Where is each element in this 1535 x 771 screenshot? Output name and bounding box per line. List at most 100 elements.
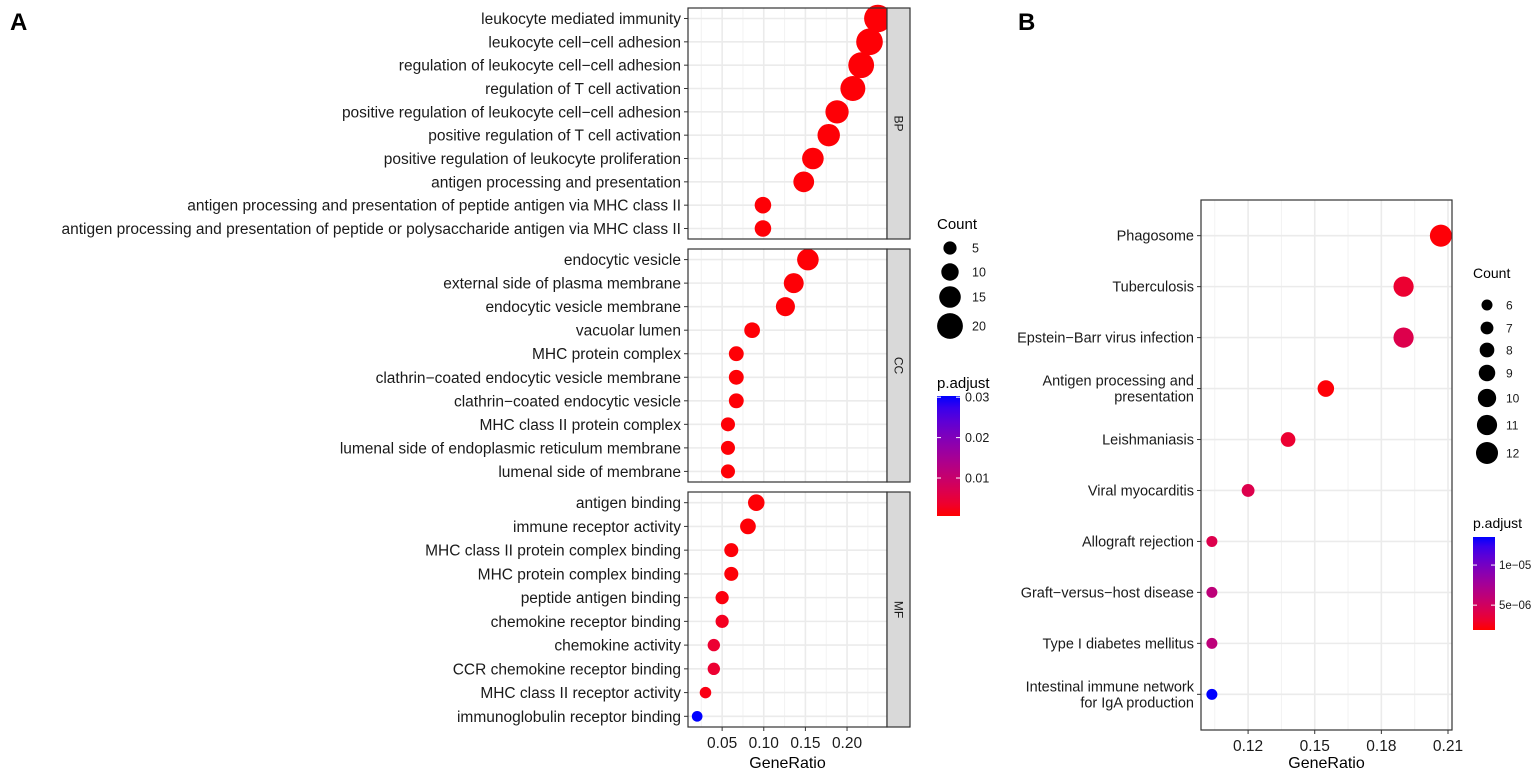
- data-point: [715, 591, 729, 605]
- colorbar: [937, 396, 960, 516]
- panel-b: B Phagosome Tuberculosis Epstein−Barr virus…: [1017, 9, 1531, 771]
- x-tick-label: 0.10: [749, 735, 780, 752]
- panel-label: A: [10, 9, 27, 36]
- data-point: [797, 248, 819, 271]
- data-point: [699, 686, 712, 699]
- data-point: [1206, 688, 1218, 700]
- legend-key: [943, 241, 957, 255]
- x-axis-title: GeneRatio: [749, 755, 826, 771]
- facet-background: [688, 492, 887, 727]
- y-tick-label: clathrin−coated endocytic vesicle membra…: [376, 370, 681, 387]
- legend-label: 7: [1506, 322, 1513, 336]
- y-tick-label: MHC class II protein complex binding: [425, 543, 681, 560]
- data-point: [1429, 224, 1452, 247]
- x-tick-label: 0.20: [832, 735, 863, 752]
- y-tick-label: positive regulation of T cell activation: [428, 128, 681, 145]
- y-tick-label: vacuolar lumen: [576, 323, 681, 340]
- legend-label: 8: [1506, 344, 1513, 358]
- size-legend: Count 5 10 15 20: [937, 216, 986, 339]
- data-point: [1393, 327, 1414, 348]
- plot-border: [1200, 199, 1453, 731]
- x-tick-label: 0.12: [1233, 738, 1263, 755]
- legend-title: Count: [1473, 265, 1510, 281]
- size-legend: Count 6 7 8 9 10 11 12: [1473, 265, 1520, 465]
- facet-cc: endocytic vesicle external side of plasma…: [340, 248, 911, 483]
- data-point: [793, 171, 815, 193]
- legend-title: p.adjust: [1473, 515, 1522, 531]
- y-tick-label: MHC class II protein complex: [479, 417, 681, 434]
- data-point: [848, 52, 875, 79]
- y-tick-label: regulation of T cell activation: [485, 81, 681, 98]
- facet-bp: leukocyte mediated immunity leukocyte cel…: [61, 4, 911, 240]
- legend-key: [941, 263, 959, 281]
- data-point: [1280, 432, 1296, 447]
- legend-key: [937, 313, 963, 339]
- y-tick-label: Tuberculosis: [1112, 280, 1194, 296]
- y-tick-label: positive regulation of leukocyte prolife…: [384, 151, 681, 168]
- y-tick-label: MHC protein complex binding: [478, 566, 681, 583]
- legend-label: 9: [1506, 367, 1513, 381]
- y-tick-label: MHC class II receptor activity: [480, 685, 681, 702]
- y-tick-label: antigen processing and presentation of p…: [187, 198, 681, 215]
- legend-key: [1480, 321, 1494, 335]
- x-tick-label: 0.15: [790, 735, 820, 752]
- y-tick-label: MHC protein complex: [532, 346, 681, 363]
- data-point: [754, 220, 772, 237]
- legend-label: 11: [1506, 419, 1519, 433]
- facet-strip-label: BP: [892, 115, 906, 131]
- y-tick-label: leukocyte mediated immunity: [481, 11, 681, 28]
- data-point: [802, 147, 824, 170]
- colorbar-label: 5e−06: [1499, 600, 1531, 612]
- data-point: [707, 662, 720, 676]
- y-tick-label: antigen processing and presentation of p…: [61, 221, 681, 238]
- y-tick-label: Viral myocarditis: [1088, 484, 1194, 500]
- colorbar-label: 1e−05: [1499, 560, 1531, 572]
- y-tick-label: chemokine activity: [554, 638, 681, 655]
- data-point: [1206, 586, 1218, 598]
- y-tick-label: Allograft rejection: [1082, 535, 1194, 551]
- facet-mf: antigen binding immune receptor activity M…: [425, 491, 911, 728]
- x-tick-label: 0.18: [1366, 738, 1396, 755]
- y-tick-label: lumenal side of endoplasmic reticulum me…: [340, 440, 681, 457]
- legend-key: [1479, 342, 1495, 358]
- facet-strip: [886, 248, 911, 483]
- data-point: [728, 393, 744, 409]
- facet-background: [688, 8, 887, 239]
- y-tick-label: immune receptor activity: [513, 519, 681, 536]
- data-point: [720, 417, 735, 432]
- legend-label: 10: [1506, 392, 1520, 406]
- colorbar: [1473, 537, 1495, 630]
- data-point: [728, 369, 744, 385]
- data-point: [1206, 637, 1218, 649]
- data-point: [715, 614, 729, 628]
- facet-strip: [886, 491, 911, 728]
- x-tick-label: 0.05: [707, 735, 737, 752]
- data-point: [1317, 380, 1335, 397]
- data-point: [825, 100, 849, 124]
- color-legend: p.adjust 1e−05 5e−06: [1473, 515, 1531, 630]
- data-point: [775, 297, 795, 317]
- panel-label: B: [1018, 9, 1035, 36]
- data-point: [740, 518, 756, 535]
- data-point: [783, 273, 804, 294]
- data-point: [840, 76, 866, 101]
- y-tick-label: clathrin−coated endocytic vesicle: [454, 393, 681, 410]
- y-tick-label: leukocyte cell−cell adhesion: [488, 34, 681, 51]
- legend-key: [1478, 364, 1496, 382]
- facet-strip: [886, 7, 911, 240]
- data-point: [720, 440, 735, 455]
- y-tick-label: Graft−versus−host disease: [1021, 585, 1194, 601]
- y-tick-label: Antigen processing and presentation: [1042, 374, 1194, 406]
- data-point: [817, 123, 840, 147]
- legend-title: Count: [937, 216, 978, 233]
- x-tick-label: 0.21: [1433, 738, 1463, 755]
- data-point: [707, 638, 720, 652]
- data-point: [754, 196, 772, 214]
- y-tick-label: Epstein−Barr virus infection: [1017, 331, 1194, 347]
- legend-key: [1477, 388, 1497, 408]
- legend-label: 20: [972, 320, 986, 334]
- y-tick-label: antigen processing and presentation: [431, 174, 681, 191]
- legend-title: p.adjust: [937, 375, 990, 392]
